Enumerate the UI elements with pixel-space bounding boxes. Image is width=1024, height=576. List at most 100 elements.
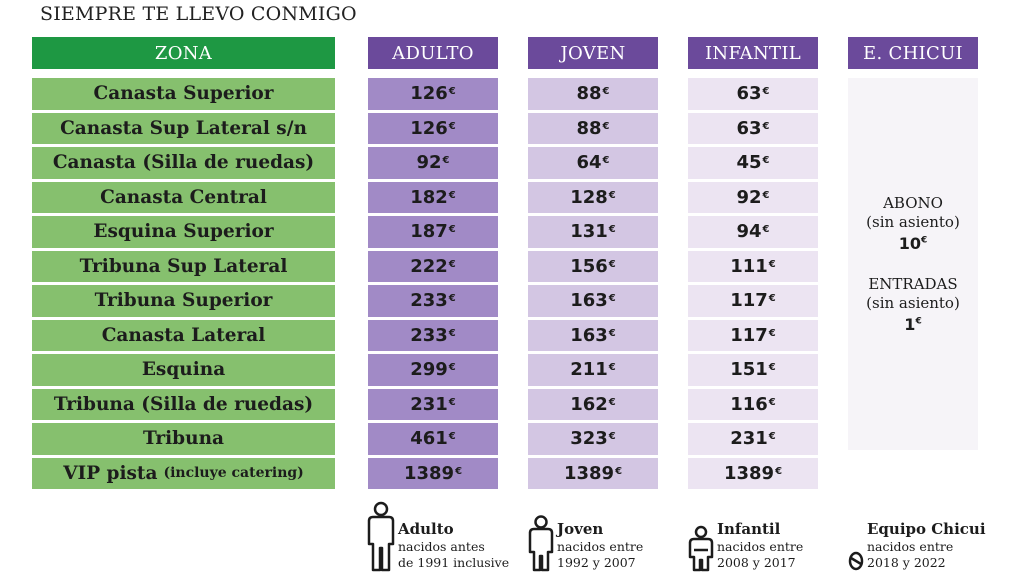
infantil-price-cell: 116 € [688, 388, 818, 420]
joven-price-cell: 156 € [528, 250, 658, 282]
currency-symbol: € [608, 431, 616, 443]
legend-infantil-name: Infantil [717, 520, 781, 538]
currency-symbol: € [602, 120, 610, 132]
infantil-price-cell: 151 € [688, 354, 818, 386]
currency-symbol: € [455, 465, 463, 477]
legend-joven-name: Joven [557, 520, 604, 538]
infantil-price-value: 92 [736, 186, 762, 208]
joven-price-value: 1389 [563, 462, 615, 484]
zona-cell: Canasta Central [32, 181, 335, 213]
currency-symbol: € [768, 293, 776, 305]
currency-symbol: € [602, 86, 610, 98]
entradas-note: (sin asiento) [866, 294, 960, 312]
abono-price-value: 10 [898, 234, 921, 253]
legend-joven-line1: nacidos entre [557, 539, 644, 554]
currency-symbol: € [442, 155, 450, 167]
currency-symbol: € [768, 258, 776, 270]
joven-price-cell: 88 € [528, 78, 658, 110]
zona-cell: Canasta Sup Lateral s/n [32, 112, 335, 144]
zona-name: Esquina [141, 359, 226, 381]
infantil-price-cell: 111 € [688, 250, 818, 282]
adulto-price-value: 126 [410, 117, 448, 139]
joven-price-value: 88 [576, 117, 602, 139]
joven-price-cell: 1389 € [528, 457, 658, 489]
joven-price-cell: 131 € [528, 216, 658, 248]
infantil-price-value: 94 [736, 221, 762, 243]
adulto-price-cell: 126 € [368, 112, 498, 144]
legend-chicui: Equipo Chicui nacidos entre 2018 y 2022 [848, 500, 986, 572]
currency-symbol: € [608, 327, 616, 339]
zona-name: Canasta Sup Lateral s/n [60, 117, 307, 139]
zona-name: VIP pista [63, 462, 158, 484]
abono-price: 10€ [899, 234, 928, 253]
currency-symbol: € [608, 362, 616, 374]
infantil-price-cell: 1389 € [688, 457, 818, 489]
infantil-price-value: 45 [736, 152, 762, 174]
legend-chicui-line2: 2018 y 2022 [867, 555, 946, 570]
joven-column: JOVEN 88 €88 €64 €128 €131 €156 €163 €163 €211 €1… [528, 37, 658, 489]
joven-price-cell: 163 € [528, 285, 658, 317]
legend-adulto-line2: de 1991 inclusive [398, 555, 510, 570]
currency-symbol: € [921, 235, 928, 246]
infantil-price-value: 1389 [723, 462, 775, 484]
infantil-column: INFANTIL 63 €63 €45 €92 €94 €111 €117 €117 €151 €… [688, 37, 818, 489]
infantil-price-cell: 117 € [688, 319, 818, 351]
joven-price-cell: 128 € [528, 181, 658, 213]
currency-symbol: € [448, 224, 456, 236]
joven-price-cell: 211 € [528, 354, 658, 386]
infantil-cells: 63 €63 €45 €92 €94 €111 €117 €117 €151 €116 €231 €1… [688, 78, 818, 489]
currency-symbol: € [608, 258, 616, 270]
adulto-price-value: 222 [410, 255, 448, 277]
currency-symbol: € [615, 465, 623, 477]
zona-name: Tribuna Sup Lateral [79, 255, 288, 277]
adulto-price-value: 1389 [403, 462, 455, 484]
joven-price-value: 163 [570, 290, 608, 312]
legend-joven: Joven nacidos entre 1992 y 2007 [528, 500, 643, 572]
zona-cell: Tribuna (Silla de ruedas) [32, 388, 335, 420]
currency-symbol: € [448, 258, 456, 270]
zona-cell: Esquina Superior [32, 216, 335, 248]
currency-symbol: € [448, 120, 456, 132]
currency-symbol: € [608, 189, 616, 201]
infantil-price-value: 231 [730, 428, 768, 450]
currency-symbol: € [608, 396, 616, 408]
currency-symbol: € [775, 465, 783, 477]
adulto-price-cell: 461 € [368, 423, 498, 455]
infantil-price-value: 63 [736, 83, 762, 105]
infantil-price-cell: 94 € [688, 216, 818, 248]
infantil-price-cell: 92 € [688, 181, 818, 213]
currency-symbol: € [768, 396, 776, 408]
entradas-price: 1€ [904, 315, 921, 334]
currency-symbol: € [608, 293, 616, 305]
infantil-price-value: 63 [736, 117, 762, 139]
adulto-price-cell: 182 € [368, 181, 498, 213]
legend-infantil-line1: nacidos entre [717, 539, 804, 554]
currency-symbol: € [448, 86, 456, 98]
adulto-price-cell: 126 € [368, 78, 498, 110]
legend-adulto-line1: nacidos antes [398, 539, 485, 554]
zona-cell: Esquina [32, 354, 335, 386]
infantil-header: INFANTIL [688, 37, 818, 69]
infantil-price-cell: 63 € [688, 78, 818, 110]
abono-label: ABONO [883, 194, 943, 212]
zona-cell: Canasta Lateral [32, 319, 335, 351]
currency-symbol: € [448, 431, 456, 443]
currency-symbol: € [762, 86, 770, 98]
zona-cell: Tribuna [32, 423, 335, 455]
joven-price-value: 88 [576, 83, 602, 105]
child-person-icon [688, 525, 714, 572]
legend-adulto: Adulto nacidos antes de 1991 inclusive [367, 500, 509, 572]
zona-cell: Tribuna Superior [32, 285, 335, 317]
infantil-price-value: 151 [730, 359, 768, 381]
zona-name: Canasta (Silla de ruedas) [52, 152, 315, 174]
zona-cell: VIP pista (incluye catering) [32, 457, 335, 489]
zona-name: Canasta Lateral [101, 324, 266, 346]
joven-cells: 88 €88 €64 €128 €131 €156 €163 €163 €211 €162 €323… [528, 78, 658, 489]
adulto-price-cell: 187 € [368, 216, 498, 248]
legend-chicui-line1: nacidos entre [867, 539, 954, 554]
currency-symbol: € [768, 327, 776, 339]
currency-symbol: € [762, 224, 770, 236]
zona-cell: Canasta (Silla de ruedas) [32, 147, 335, 179]
legend-adulto-name: Adulto [398, 520, 454, 538]
page-title: SIEMPRE TE LLEVO CONMIGO [40, 3, 357, 25]
